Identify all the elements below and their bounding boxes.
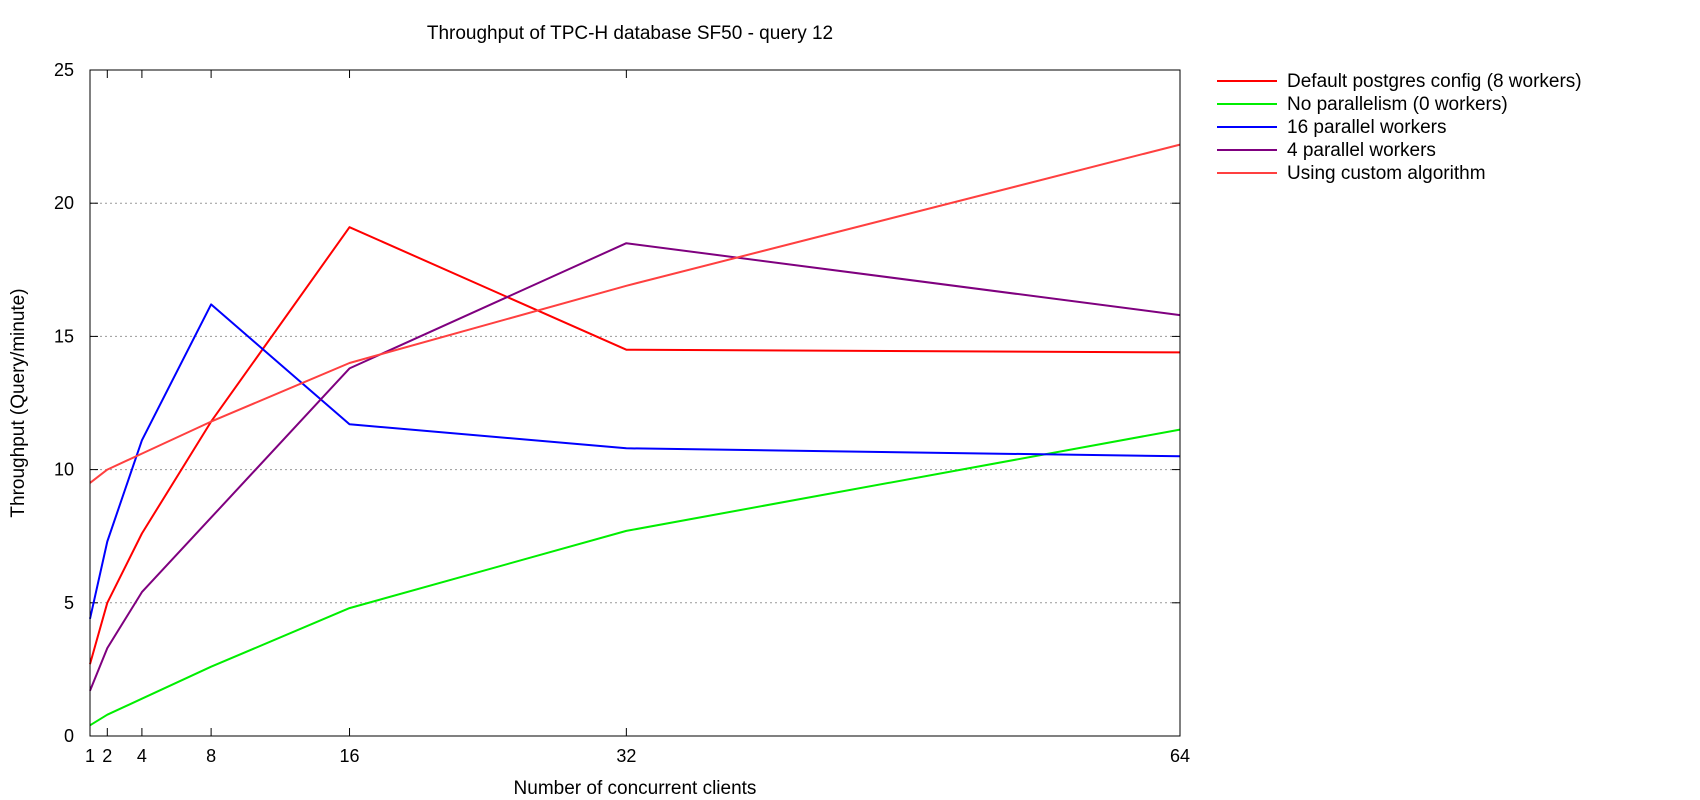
series-line-using-custom-algorithm [89, 143, 1181, 484]
series-line-no-parallelism-0-workers [89, 428, 1181, 727]
y-axis-ticks: 0 5 10 15 20 25 [54, 60, 1180, 746]
legend-label: 16 parallel workers [1287, 117, 1446, 138]
x-tick-label: 2 [102, 746, 112, 766]
x-tick-label: 1 [85, 746, 95, 766]
x-tick-label: 16 [340, 746, 360, 766]
x-tick-label: 32 [616, 746, 636, 766]
series-line-16-parallel-workers [89, 303, 1181, 620]
y-tick-label: 15 [54, 326, 74, 346]
x-tick-label: 64 [1170, 746, 1190, 766]
series-line-4-parallel-workers [89, 242, 1181, 692]
y-tick-label: 5 [64, 593, 74, 613]
plot-frame [89, 69, 1181, 737]
y-tick-label: 0 [64, 726, 74, 746]
y-axis-label: Throughput (Query/minute) [8, 288, 29, 517]
x-tick-label: 4 [137, 746, 147, 766]
x-axis-label: Number of concurrent clients [514, 778, 757, 799]
y-tick-label: 20 [54, 193, 74, 213]
series-line-default-postgres-config-8-workers [89, 226, 1181, 665]
legend-label: Using custom algorithm [1287, 163, 1486, 184]
legend-label: No parallelism (0 workers) [1287, 94, 1508, 115]
x-tick-label: 8 [206, 746, 216, 766]
x-axis-ticks: 1 2 4 8 16 32 64 [85, 70, 1190, 766]
legend-label: 4 parallel workers [1287, 140, 1436, 161]
y-tick-label: 25 [54, 60, 74, 80]
legend: Default postgres config (8 workers)No pa… [1217, 71, 1582, 184]
series-lines [89, 143, 1181, 727]
legend-label: Default postgres config (8 workers) [1287, 71, 1582, 92]
chart-title: Throughput of TPC-H database SF50 - quer… [427, 23, 833, 44]
y-tick-label: 10 [54, 460, 74, 480]
